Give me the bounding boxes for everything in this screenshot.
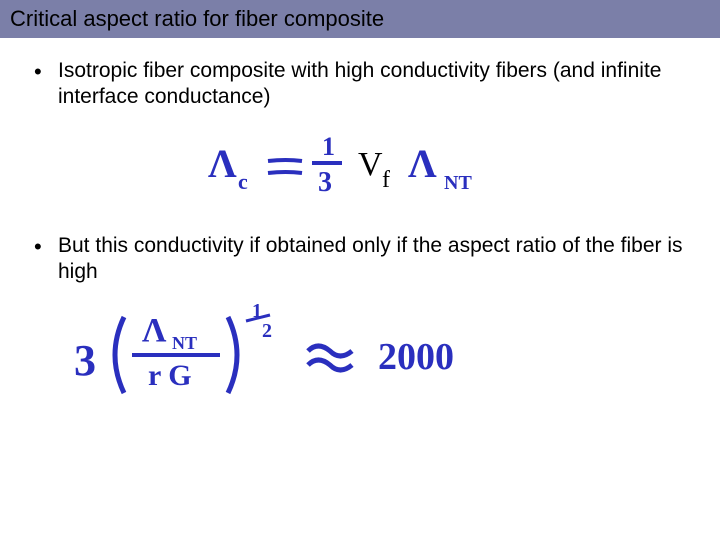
glyph-equals-bot bbox=[268, 172, 302, 173]
equation-2: 3 Λ NT r G 1 2 2000 bbox=[70, 299, 690, 409]
glyph-lambda-nt-num: Λ bbox=[142, 312, 167, 349]
glyph-sub-nt-2: NT bbox=[172, 333, 197, 353]
equation-2-svg: 3 Λ NT r G 1 2 2000 bbox=[70, 299, 550, 409]
glyph-rg: r G bbox=[148, 359, 192, 392]
page-title: Critical aspect ratio for fiber composit… bbox=[10, 6, 384, 31]
bullet-list-2: But this conductivity if obtained only i… bbox=[58, 233, 690, 286]
glyph-lambda: Λ bbox=[208, 141, 237, 186]
glyph-v: V bbox=[358, 146, 383, 183]
glyph-sub-nt: NT bbox=[444, 172, 472, 194]
glyph-equals-top bbox=[268, 160, 302, 161]
bullet-list: Isotropic fiber composite with high cond… bbox=[58, 58, 690, 111]
glyph-lambda-2: Λ bbox=[408, 141, 437, 186]
bullet-item-2: But this conductivity if obtained only i… bbox=[58, 233, 690, 286]
glyph-frac-den: 3 bbox=[318, 167, 332, 198]
equation-1: Λ c 1 3 V f Λ NT bbox=[30, 125, 690, 205]
glyph-f: f bbox=[382, 167, 390, 193]
glyph-lparen bbox=[115, 317, 124, 393]
glyph-value: 2000 bbox=[378, 336, 454, 378]
glyph-three: 3 bbox=[74, 336, 96, 385]
glyph-exp-den: 2 bbox=[262, 320, 272, 342]
glyph-approx-top bbox=[308, 346, 352, 356]
glyph-sub-c: c bbox=[238, 169, 248, 194]
glyph-approx-bot bbox=[308, 360, 352, 370]
equation-1-svg: Λ c 1 3 V f Λ NT bbox=[200, 125, 520, 205]
bullet-item-1: Isotropic fiber composite with high cond… bbox=[58, 58, 690, 111]
slide-content: Isotropic fiber composite with high cond… bbox=[0, 38, 720, 409]
glyph-frac-num: 1 bbox=[322, 132, 335, 161]
title-bar: Critical aspect ratio for fiber composit… bbox=[0, 0, 720, 38]
glyph-rparen bbox=[228, 317, 237, 393]
